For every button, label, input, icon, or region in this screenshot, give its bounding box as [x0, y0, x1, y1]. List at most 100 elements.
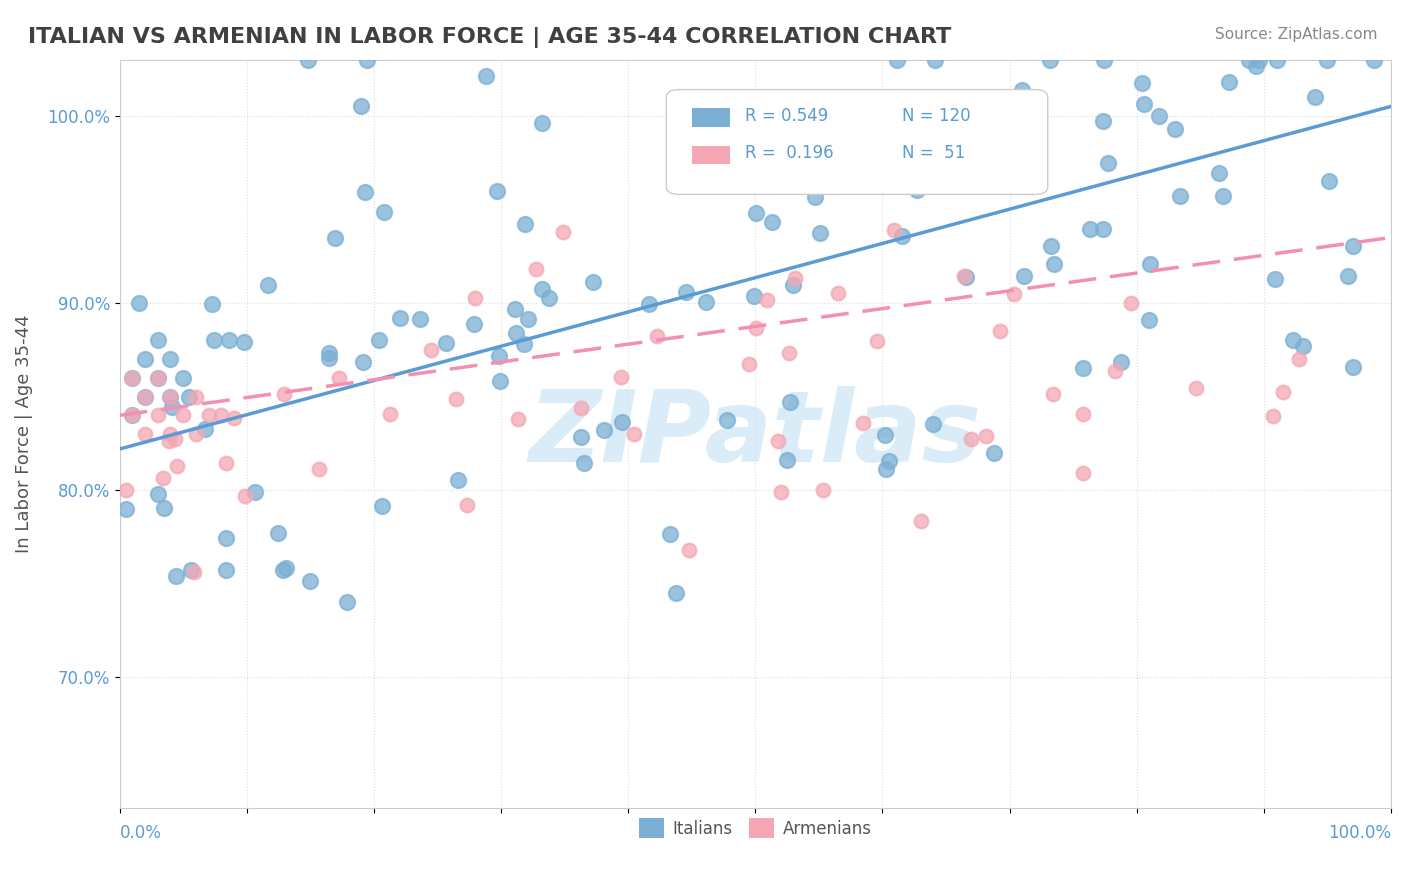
- Point: [782, 278, 804, 293]
- Point: [1139, 258, 1161, 272]
- Point: [1092, 53, 1115, 67]
- Point: [1012, 269, 1035, 284]
- Point: [1237, 53, 1260, 67]
- Point: [922, 417, 945, 431]
- Point: [1019, 132, 1042, 146]
- Point: [153, 500, 176, 515]
- Point: [983, 446, 1005, 460]
- Point: [1263, 409, 1285, 424]
- Point: [1288, 352, 1310, 367]
- Point: [1147, 108, 1170, 122]
- Point: [475, 69, 498, 83]
- Point: [215, 564, 238, 578]
- Point: [551, 225, 574, 239]
- Point: [350, 99, 373, 113]
- Point: [827, 285, 849, 300]
- Point: [1002, 287, 1025, 301]
- Point: [582, 275, 605, 289]
- Text: R = 0.549: R = 0.549: [745, 107, 828, 125]
- Point: [813, 483, 835, 497]
- Point: [489, 374, 512, 388]
- Point: [800, 92, 823, 106]
- Point: [1092, 222, 1115, 236]
- Point: [146, 409, 169, 423]
- Point: [866, 334, 889, 348]
- Point: [1168, 189, 1191, 203]
- Point: [146, 371, 169, 385]
- Point: [1303, 90, 1326, 104]
- Point: [1109, 355, 1132, 369]
- Point: [891, 229, 914, 244]
- Point: [159, 352, 181, 367]
- Point: [1164, 122, 1187, 136]
- Point: [761, 215, 783, 229]
- Point: [910, 514, 932, 528]
- Point: [744, 206, 766, 220]
- Point: [209, 409, 232, 423]
- Point: [537, 291, 560, 305]
- Point: [873, 428, 896, 442]
- Point: [486, 184, 509, 198]
- Point: [1341, 239, 1364, 253]
- Point: [1139, 313, 1161, 327]
- Point: [988, 324, 1011, 338]
- Point: [924, 53, 946, 67]
- Point: [202, 333, 225, 347]
- Point: [508, 411, 530, 425]
- Point: [918, 153, 941, 168]
- Text: N =  51: N = 51: [901, 145, 965, 162]
- Point: [148, 487, 170, 501]
- Text: 0.0%: 0.0%: [120, 824, 162, 842]
- Point: [1011, 83, 1033, 97]
- Point: [530, 282, 553, 296]
- Point: [810, 226, 832, 240]
- Point: [768, 158, 790, 172]
- Point: [828, 148, 851, 162]
- Point: [464, 291, 486, 305]
- Point: [409, 312, 432, 326]
- Point: [380, 407, 402, 421]
- Point: [488, 349, 510, 363]
- Text: Source: ZipAtlas.com: Source: ZipAtlas.com: [1215, 27, 1378, 42]
- Point: [1244, 59, 1267, 73]
- Legend: Italians, Armenians: Italians, Armenians: [633, 812, 879, 845]
- Point: [1271, 385, 1294, 400]
- Text: ITALIAN VS ARMENIAN IN LABOR FORCE | AGE 35-44 CORRELATION CHART: ITALIAN VS ARMENIAN IN LABOR FORCE | AGE…: [28, 27, 952, 48]
- Point: [184, 390, 207, 404]
- Point: [215, 456, 238, 470]
- Point: [1264, 272, 1286, 286]
- Point: [1042, 257, 1064, 271]
- Point: [716, 413, 738, 427]
- Point: [115, 502, 138, 516]
- Point: [297, 53, 319, 67]
- Point: [592, 423, 614, 437]
- Point: [1104, 364, 1126, 378]
- Point: [1218, 75, 1240, 89]
- Point: [323, 231, 346, 245]
- Point: [875, 462, 897, 476]
- Point: [298, 574, 321, 588]
- Point: [768, 434, 790, 449]
- Point: [1039, 53, 1062, 67]
- Point: [1078, 222, 1101, 236]
- Point: [769, 485, 792, 500]
- Point: [745, 321, 768, 335]
- Point: [121, 409, 143, 423]
- Point: [976, 429, 998, 443]
- Point: [776, 453, 799, 467]
- Point: [179, 390, 201, 404]
- Point: [513, 217, 536, 231]
- Point: [257, 278, 280, 293]
- Point: [356, 53, 378, 67]
- Point: [779, 394, 801, 409]
- Point: [218, 333, 240, 347]
- Point: [1133, 97, 1156, 112]
- Point: [866, 126, 889, 140]
- Point: [804, 190, 827, 204]
- Point: [121, 371, 143, 385]
- Point: [194, 422, 217, 436]
- Point: [134, 390, 156, 404]
- Point: [328, 370, 350, 384]
- Point: [1291, 338, 1313, 352]
- Point: [505, 326, 527, 340]
